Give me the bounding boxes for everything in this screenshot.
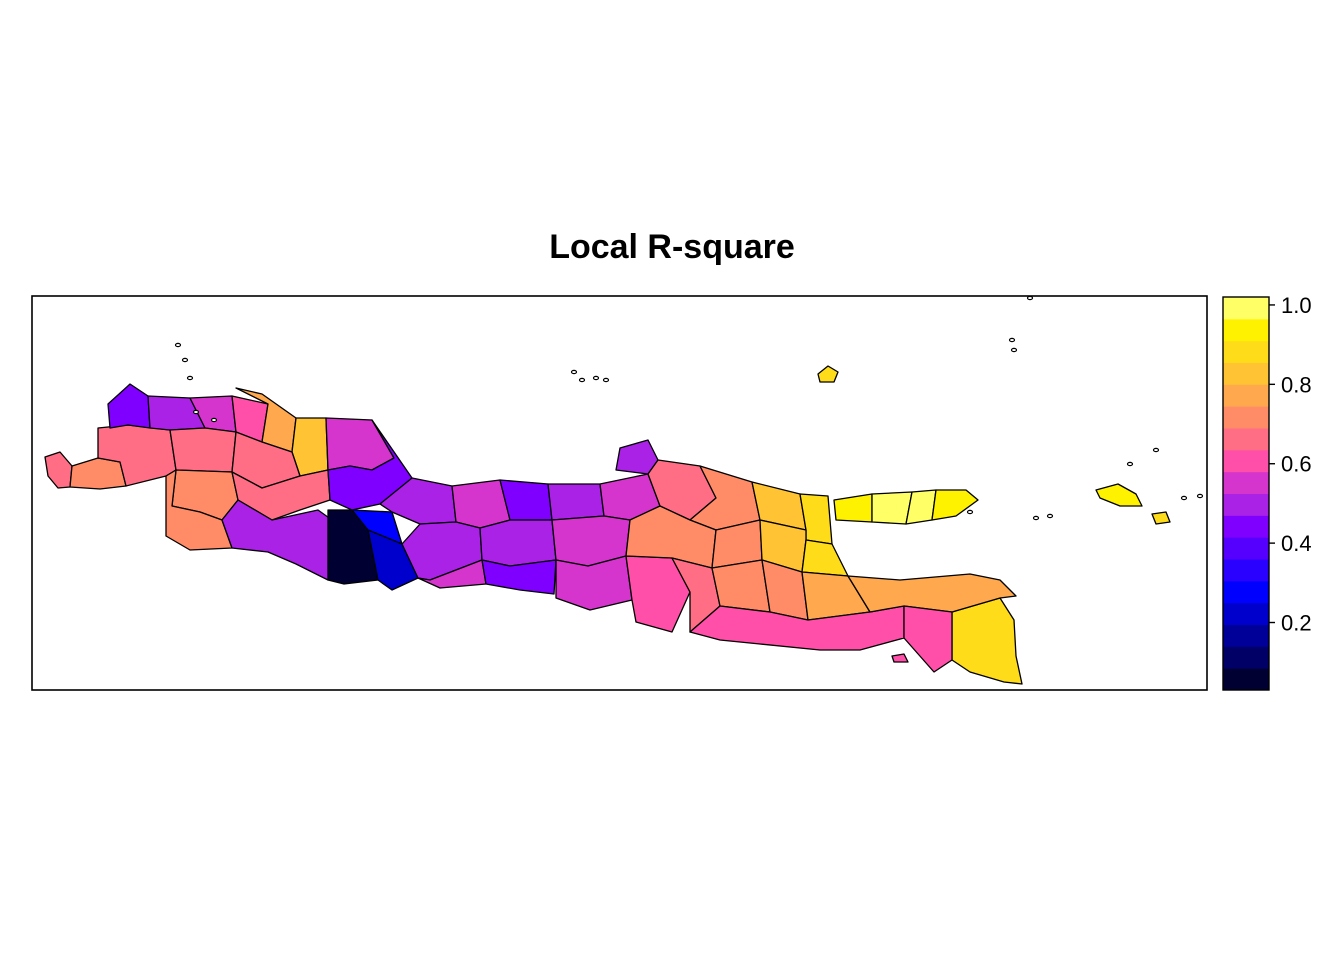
region-island-bali-edge [891,653,909,663]
islet-outline [1046,513,1054,519]
islet-outline [210,417,218,423]
legend-tick-label: 1.0 [1281,293,1312,318]
islet-outline [1032,515,1040,521]
legend-tick-label: 0.2 [1281,611,1312,636]
legend-tick-label: 0.8 [1281,372,1312,397]
legend-swatch [1223,559,1269,582]
legend-swatch [1223,428,1269,451]
islet-outline [1010,347,1018,353]
legend-swatch [1223,624,1269,647]
region-west-mid-1 [169,427,237,473]
islet-outline [578,377,586,383]
map-title: Local R-square [549,228,795,266]
region-west-south-6 [367,529,419,591]
islet-outline [1180,495,1188,501]
region-madura-2 [871,491,913,525]
legend-frame [1222,296,1270,691]
islet-outline [592,375,600,381]
region-island-east-2 [1151,511,1171,525]
region-central-mid-2 [479,519,557,567]
islet-outline [1152,447,1160,453]
legend-swatch [1223,580,1269,604]
islet-outline [966,509,974,515]
region-madura-4 [931,489,979,521]
legend-swatch [1223,384,1269,407]
region-central-south-2 [481,559,557,595]
islet-outline [181,357,189,363]
islet-layer [174,295,1204,521]
region-west-south-3 [221,499,333,581]
region-island-small-pink [903,605,953,673]
islet-outline [1196,493,1204,499]
legend-swatch [1223,471,1269,494]
islet-outline [186,375,194,381]
legend-tick-label: 0.4 [1281,531,1312,556]
legend-swatch [1223,362,1269,385]
region-central-south-3 [555,555,633,611]
islet-outline [1026,295,1034,301]
region-island-north [817,365,839,383]
region-east-north-1 [615,439,659,475]
region-layer [44,365,1171,685]
legend-tick-label: 0.6 [1281,452,1312,477]
legend-swatch [1223,449,1269,473]
region-east-tip-1 [951,597,1023,685]
legend-swatch [1223,493,1269,516]
islet-outline [1126,461,1134,467]
islet-outline [192,409,200,415]
islet-outline [570,369,578,375]
legend-swatch [1223,318,1269,342]
legend-swatch [1223,537,1269,560]
legend-swatch [1223,297,1269,320]
islet-outline [1008,337,1016,343]
legend-swatch [1223,668,1269,691]
legend-swatch [1223,515,1269,538]
color-legend: 0.2 0.4 0.6 0.8 1.0 [1222,293,1312,691]
islet-outline [174,342,182,348]
region-central-north-5 [547,483,605,521]
islet-outline [602,377,610,383]
region-island-east-1 [1095,483,1143,507]
legend-swatch [1223,340,1269,363]
legend-swatch [1223,602,1269,625]
region-east-tip-2 [847,573,1017,613]
legend-swatch [1223,406,1269,429]
legend-swatch [1223,646,1269,669]
region-east-south-2 [711,559,771,613]
